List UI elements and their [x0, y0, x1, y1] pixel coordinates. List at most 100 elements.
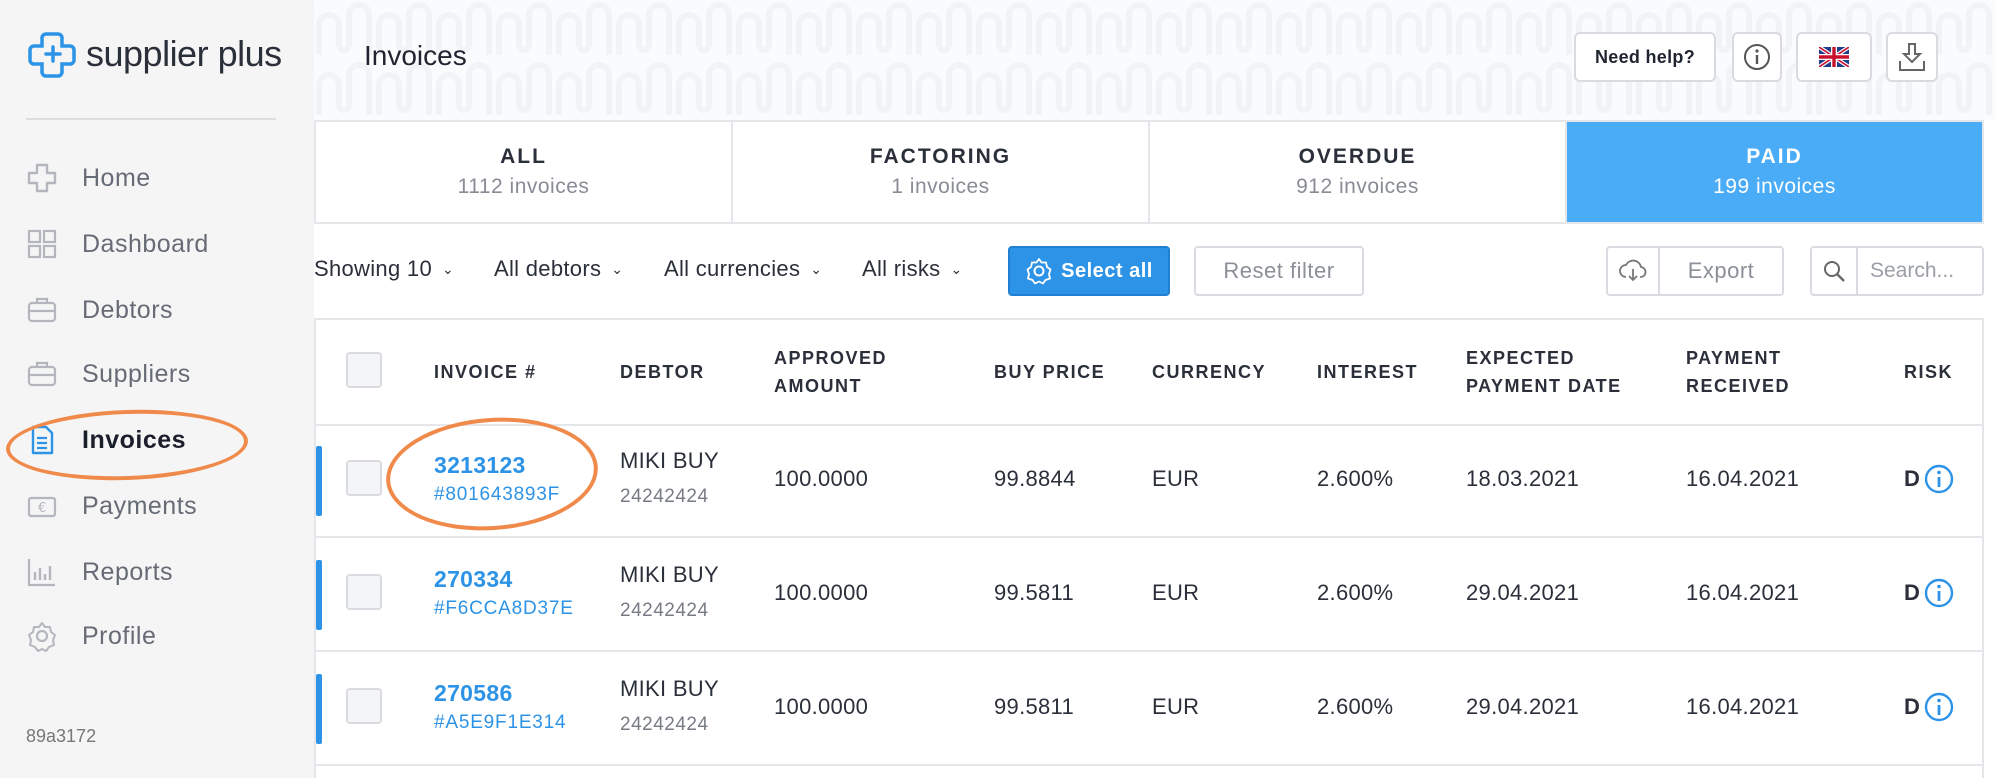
uk-flag-icon [1819, 47, 1849, 67]
invoice-hash[interactable]: #F6CCA8D37E [434, 598, 574, 619]
currencies-dropdown[interactable]: All currencies ⌄ [664, 256, 822, 282]
page-title: Invoices [364, 40, 467, 71]
col-buy-price[interactable]: BUY PRICE [994, 362, 1106, 382]
tab-label: FACTORING [869, 145, 1012, 168]
sidebar-item-invoices[interactable]: Invoices [0, 412, 314, 468]
col-approved-amount[interactable]: APPROVED AMOUNT [774, 344, 887, 400]
payment-received: 16.04.2021 [1686, 694, 1800, 719]
sidebar-item-reports[interactable]: Reports [0, 544, 314, 600]
sidebar-item-debtors[interactable]: Debtors [0, 282, 314, 338]
tab-count: 1 invoices [891, 175, 990, 198]
dashboard-icon [24, 226, 60, 262]
table-header: INVOICE # DEBTOR APPROVED AMOUNT BUY PRI… [316, 320, 1982, 426]
info-button[interactable] [1732, 32, 1782, 82]
info-icon[interactable] [1924, 464, 1954, 494]
col-risk[interactable]: RISK [1904, 362, 1954, 382]
invoice-hash[interactable]: #801643893F [434, 484, 561, 505]
select-all-label: Select all [1061, 259, 1153, 282]
table-row[interactable]: 270586 #A5E9F1E314 MIKI BUY 24242424 100… [316, 652, 1982, 766]
profile-icon [24, 618, 60, 654]
sidebar-divider [26, 118, 276, 120]
chevron-down-icon: ⌄ [810, 260, 823, 277]
col-label-line: APPROVED [774, 348, 888, 368]
language-button[interactable] [1796, 32, 1872, 82]
tab-paid[interactable]: PAID 199 invoices [1567, 122, 1982, 222]
select-all-button[interactable]: Select all [1008, 246, 1170, 296]
brand-logo[interactable]: supplier plus [28, 30, 282, 78]
col-payment-received[interactable]: PAYMENT RECEIVED [1686, 344, 1790, 400]
sidebar-item-label: Debtors [82, 295, 174, 324]
col-debtor[interactable]: DEBTOR [620, 362, 705, 382]
select-all-checkbox[interactable] [346, 352, 382, 388]
sidebar-item-home[interactable]: Home [0, 150, 314, 206]
debtors-icon [24, 292, 60, 328]
logout-button[interactable] [1886, 32, 1938, 82]
table-row[interactable]: 270334 #F6CCA8D37E MIKI BUY 24242424 100… [316, 538, 1982, 652]
col-expected-payment-date[interactable]: EXPECTED PAYMENT DATE [1466, 344, 1622, 400]
table-row[interactable]: 3213123 #801643893F MIKI BUY 24242424 10… [316, 410, 1982, 538]
tab-count: 912 invoices [1296, 175, 1419, 198]
sidebar-item-label: Invoices [82, 425, 187, 454]
version-label: 89a3172 [26, 726, 97, 746]
payment-received: 16.04.2021 [1686, 580, 1800, 605]
tab-factoring[interactable]: FACTORING 1 invoices [733, 122, 1150, 222]
showing-label: Showing 10 [314, 256, 432, 281]
sidebar-item-label: Home [82, 163, 151, 192]
approved-amount: 100.0000 [774, 694, 869, 719]
home-icon [24, 160, 60, 196]
expected-payment-date: 18.03.2021 [1466, 466, 1580, 491]
need-help-button[interactable]: Need help? [1574, 32, 1716, 82]
gear-icon [1026, 258, 1052, 285]
row-checkbox[interactable] [346, 688, 382, 724]
filter-bar: Showing 10 ⌄ All debtors ⌄ All currencies ⌄… [314, 244, 1984, 300]
row-status-bar [316, 560, 322, 630]
invoice-number-link[interactable]: 3213123 [434, 452, 526, 478]
info-icon[interactable] [1924, 578, 1954, 608]
chevron-down-icon: ⌄ [611, 260, 624, 277]
payment-received: 16.04.2021 [1686, 466, 1800, 491]
risk-grade: D [1904, 580, 1921, 605]
search-input[interactable] [1858, 248, 1982, 294]
tab-overdue[interactable]: OVERDUE 912 invoices [1150, 122, 1567, 222]
currency: EUR [1152, 466, 1200, 491]
risk-grade: D [1904, 466, 1921, 491]
row-checkbox[interactable] [346, 460, 382, 496]
reset-filter-button[interactable]: Reset filter [1194, 246, 1364, 296]
search-icon[interactable] [1812, 248, 1858, 294]
sidebar-item-dashboard[interactable]: Dashboard [0, 216, 314, 272]
invoice-number-link[interactable]: 270334 [434, 566, 513, 592]
debtors-dropdown[interactable]: All debtors ⌄ [494, 256, 623, 282]
approved-amount: 100.0000 [774, 580, 869, 605]
export-button[interactable]: Export [1606, 246, 1784, 296]
tab-label: PAID [1746, 145, 1803, 168]
col-invoice[interactable]: INVOICE # [434, 362, 537, 382]
currency: EUR [1152, 694, 1200, 719]
row-status-bar [316, 446, 322, 516]
payments-icon: € [24, 488, 60, 524]
tab-label: ALL [500, 145, 547, 168]
col-currency[interactable]: CURRENCY [1152, 362, 1267, 382]
currencies-label: All currencies [664, 256, 801, 281]
col-label-line: EXPECTED [1466, 348, 1576, 368]
sidebar-item-profile[interactable]: Profile [0, 608, 314, 664]
showing-dropdown[interactable]: Showing 10 ⌄ [314, 256, 454, 282]
tab-all[interactable]: ALL 1112 invoices [316, 122, 733, 222]
sidebar-item-label: Payments [82, 491, 198, 520]
risks-dropdown[interactable]: All risks ⌄ [862, 256, 963, 282]
info-icon[interactable] [1924, 692, 1954, 722]
debtor-id: 24242424 [620, 486, 709, 507]
col-label-line: PAYMENT [1686, 348, 1782, 368]
debtors-label: All debtors [494, 256, 602, 281]
col-interest[interactable]: INTEREST [1317, 362, 1419, 382]
chevron-down-icon: ⌄ [441, 260, 455, 277]
sidebar-item-payments[interactable]: € Payments [0, 478, 314, 534]
sidebar-item-label: Profile [82, 621, 157, 650]
sidebar-item-label: Suppliers [82, 359, 191, 388]
supplier-plus-logo-icon [28, 32, 76, 78]
chevron-down-icon: ⌄ [950, 260, 963, 277]
invoice-hash[interactable]: #A5E9F1E314 [434, 712, 567, 733]
row-checkbox[interactable] [346, 574, 382, 610]
sidebar-item-suppliers[interactable]: Suppliers [0, 346, 314, 402]
col-label-line: AMOUNT [774, 376, 862, 396]
invoice-number-link[interactable]: 270586 [434, 680, 513, 706]
